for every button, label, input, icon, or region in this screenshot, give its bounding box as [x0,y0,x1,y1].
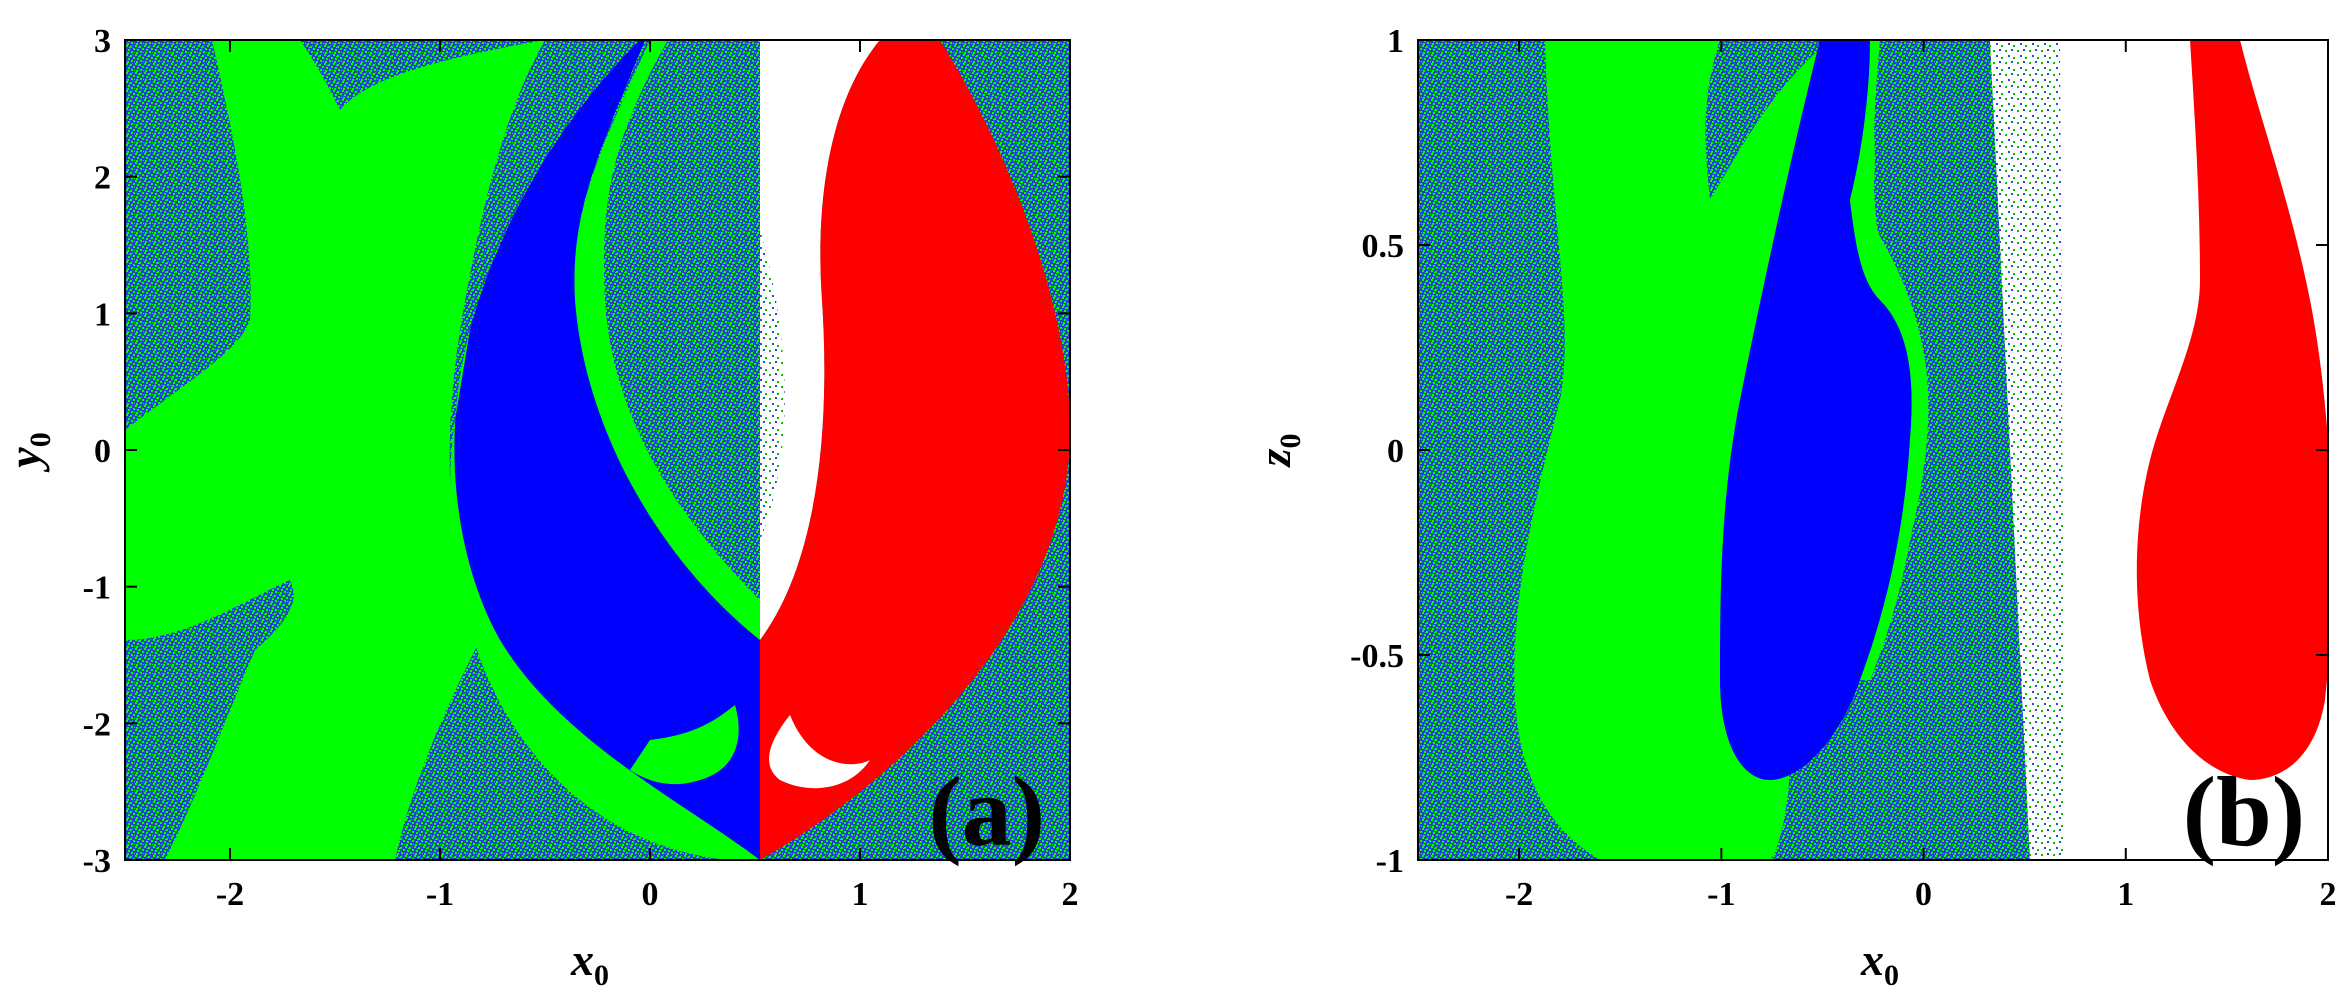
x-tick-label: 0 [642,876,659,913]
panel-a: -2 -1 0 1 2 3 2 1 0 -1 -2 -3 x0 y0 (a) [0,23,1079,992]
panel-a-green-sliver [574,40,760,640]
panel-a-tag: (a) [928,756,1045,867]
y-tick-label: -1 [83,570,111,607]
panel-a-green-basin [125,40,545,860]
panel-a-green-lower-border [450,330,760,860]
y-tick-label: 0 [94,433,111,470]
y-tick-label: -3 [83,843,111,880]
y-tick-label: 2 [94,160,111,197]
x-tick-label: 0 [1915,876,1932,913]
y-tick-label: -0.5 [1350,638,1404,675]
x-tick-label: 2 [1062,876,1079,913]
y-tick-label: 1 [94,296,111,333]
x-tick-label: 2 [2320,876,2337,913]
panel-a-y-axis-label: y0 [0,432,57,472]
panel-b-green-strip [1850,40,1926,680]
y-tick-label: 1 [1387,23,1404,60]
y-tick-label: 3 [94,23,111,60]
panel-a-top-notch [300,40,545,110]
x-tick-label: -2 [216,876,244,913]
x-tick-label: 1 [2117,876,2134,913]
panel-b-x-ticks: -2 -1 0 1 2 [1505,40,2337,913]
panel-a-white-basin [760,40,880,640]
panel-b-basins [1418,40,2328,860]
panel-b: -2 -1 0 1 2 1 0.5 0 -0.5 -1 x0 z0 (b) [1249,23,2337,992]
panel-a-blue-basin [454,40,760,860]
panel-a-x-axis-label: x0 [570,934,609,992]
panel-b-tag: (b) [2183,756,2305,867]
panel-a-basins [125,40,1070,860]
x-tick-label: -1 [426,876,454,913]
x-tick-label: -2 [1505,876,1533,913]
panel-a-x-ticks: -2 -1 0 1 2 [216,40,1079,913]
y-tick-label: -1 [1376,843,1404,880]
panel-b-sparse-edge [1990,40,2065,860]
y-tick-label: 0.5 [1362,228,1405,265]
y-tick-label: 0 [1387,433,1404,470]
panel-a-white-crescent [769,715,870,789]
x-tick-label: -1 [1707,876,1735,913]
panel-b-x-axis-label: x0 [1860,934,1899,992]
panel-b-blue-basin [1720,40,1912,780]
panel-a-green-crescent [630,705,739,785]
panel-a-sparse-edge [760,230,785,540]
x-tick-label: 1 [852,876,869,913]
panel-a-y-ticks: 3 2 1 0 -1 -2 -3 [83,23,1070,880]
panel-b-red-basin [2136,40,2328,780]
panel-b-y-axis-label: z0 [1249,434,1307,469]
panel-a-red-basin [760,40,1070,860]
panel-b-y-ticks: 1 0.5 0 -0.5 -1 [1350,23,2328,880]
panel-a-noise-band [603,40,760,600]
y-tick-label: -2 [83,706,111,743]
